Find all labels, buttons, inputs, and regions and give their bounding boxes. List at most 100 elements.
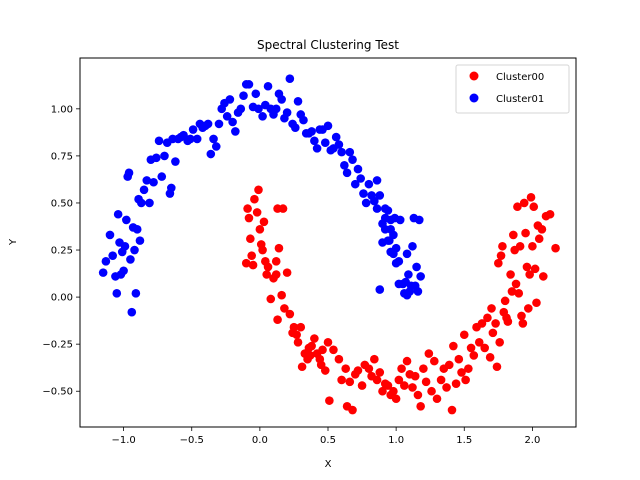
point-cluster01-95	[334, 140, 344, 149]
point-cluster00-131	[526, 193, 536, 202]
point-cluster00-77	[416, 401, 425, 411]
point-cluster01-48	[203, 119, 213, 129]
point-cluster00-80	[424, 349, 434, 358]
point-cluster00-12	[259, 217, 269, 227]
point-cluster01-11	[120, 241, 130, 251]
point-cluster00-104	[487, 304, 496, 313]
point-cluster00-37	[305, 351, 315, 360]
point-cluster00-23	[277, 290, 286, 300]
point-cluster00-47	[329, 345, 338, 355]
point-cluster01-37	[171, 157, 180, 166]
point-cluster00-38	[307, 341, 316, 351]
point-cluster01-30	[154, 136, 164, 146]
point-cluster00-99	[474, 337, 484, 347]
x-tick-label: 1.5	[456, 435, 472, 446]
point-cluster00-44	[320, 366, 330, 375]
point-cluster01-20	[132, 225, 142, 234]
point-cluster01-16	[127, 307, 137, 317]
point-cluster00-6	[250, 194, 259, 204]
point-cluster00-76	[413, 390, 423, 400]
point-cluster01-102	[353, 164, 363, 174]
point-cluster01-146	[390, 213, 400, 223]
point-cluster01-49	[206, 149, 216, 159]
point-cluster00-29	[289, 322, 299, 332]
point-cluster00-27	[285, 309, 295, 319]
point-cluster00-21	[273, 315, 282, 324]
point-cluster00-58	[364, 364, 374, 373]
point-cluster00-90	[451, 379, 461, 389]
y-tick-label: 0.00	[51, 293, 73, 304]
point-cluster01-131	[415, 215, 424, 225]
point-cluster00-15	[263, 262, 273, 272]
point-cluster01-74	[277, 95, 286, 104]
point-cluster00-55	[353, 366, 363, 375]
point-cluster01-32	[160, 151, 169, 161]
legend-box	[455, 64, 570, 114]
point-cluster00-135	[532, 298, 541, 308]
point-cluster01-26	[145, 198, 154, 208]
point-cluster01-90	[320, 138, 330, 148]
y-ticks: −0.50 −0.25 0.00 0.25 0.50 0.75 1.00	[42, 104, 80, 398]
point-cluster01-51	[211, 142, 221, 151]
point-cluster01-66	[254, 104, 263, 114]
point-cluster01-3	[108, 251, 117, 260]
point-cluster00-91	[454, 354, 464, 364]
point-cluster00-95	[464, 364, 473, 373]
point-cluster01-12	[122, 215, 131, 225]
y-tick-label: 1.00	[51, 104, 73, 115]
point-cluster00-1	[243, 204, 252, 213]
point-cluster01-82	[299, 115, 308, 125]
point-cluster01-35	[167, 183, 176, 193]
point-cluster00-4	[247, 251, 256, 260]
point-cluster01-24	[139, 185, 149, 195]
point-cluster00-2	[244, 213, 254, 223]
point-cluster01-52	[214, 119, 224, 129]
x-tick-label: 2.0	[524, 435, 540, 446]
point-cluster00-106	[491, 319, 500, 328]
point-cluster00-82	[429, 356, 439, 366]
point-cluster00-46	[325, 396, 334, 405]
point-cluster00-22	[274, 243, 284, 253]
y-tick-label: 0.75	[51, 151, 73, 162]
chart-title: Spectral Clustering Test	[257, 38, 399, 52]
point-cluster00-134	[530, 264, 540, 274]
point-cluster00-3	[246, 234, 255, 244]
point-cluster00-108	[494, 258, 503, 268]
point-cluster01-6	[113, 209, 123, 219]
point-cluster00-123	[515, 241, 525, 251]
point-cluster00-86	[442, 383, 451, 392]
point-cluster00-139	[539, 272, 548, 281]
point-cluster01-144	[372, 204, 382, 213]
point-cluster00-53	[348, 405, 357, 415]
point-cluster00-49	[337, 375, 346, 385]
point-cluster01-23	[137, 198, 146, 208]
point-cluster01-61	[239, 91, 248, 100]
point-cluster00-122	[514, 289, 524, 298]
point-cluster00-50	[341, 364, 351, 373]
point-cluster00-84	[436, 375, 446, 385]
point-cluster00-120	[511, 279, 521, 289]
point-cluster00-109	[495, 337, 504, 347]
point-cluster00-100	[477, 319, 487, 328]
point-cluster00-96	[466, 343, 476, 353]
point-cluster00-14	[262, 270, 271, 279]
point-cluster00-142	[551, 243, 560, 253]
point-cluster00-69	[394, 375, 404, 385]
point-cluster01-132	[416, 272, 425, 281]
point-cluster01-101	[350, 179, 360, 189]
point-cluster00-101	[480, 343, 490, 353]
point-cluster00-24	[278, 204, 288, 213]
point-cluster01-86	[310, 136, 319, 146]
point-cluster00-92	[457, 368, 466, 377]
point-cluster01-76	[282, 108, 292, 117]
point-cluster01-100	[348, 155, 357, 164]
point-cluster01-137	[386, 247, 395, 257]
point-cluster00-62	[375, 368, 385, 377]
x-tick-label: 0.0	[252, 435, 268, 446]
point-cluster01-2	[105, 230, 115, 240]
point-cluster01-123	[404, 270, 413, 279]
point-cluster00-138	[537, 225, 547, 234]
point-cluster01-58	[231, 127, 240, 136]
point-cluster00-126	[519, 198, 529, 208]
